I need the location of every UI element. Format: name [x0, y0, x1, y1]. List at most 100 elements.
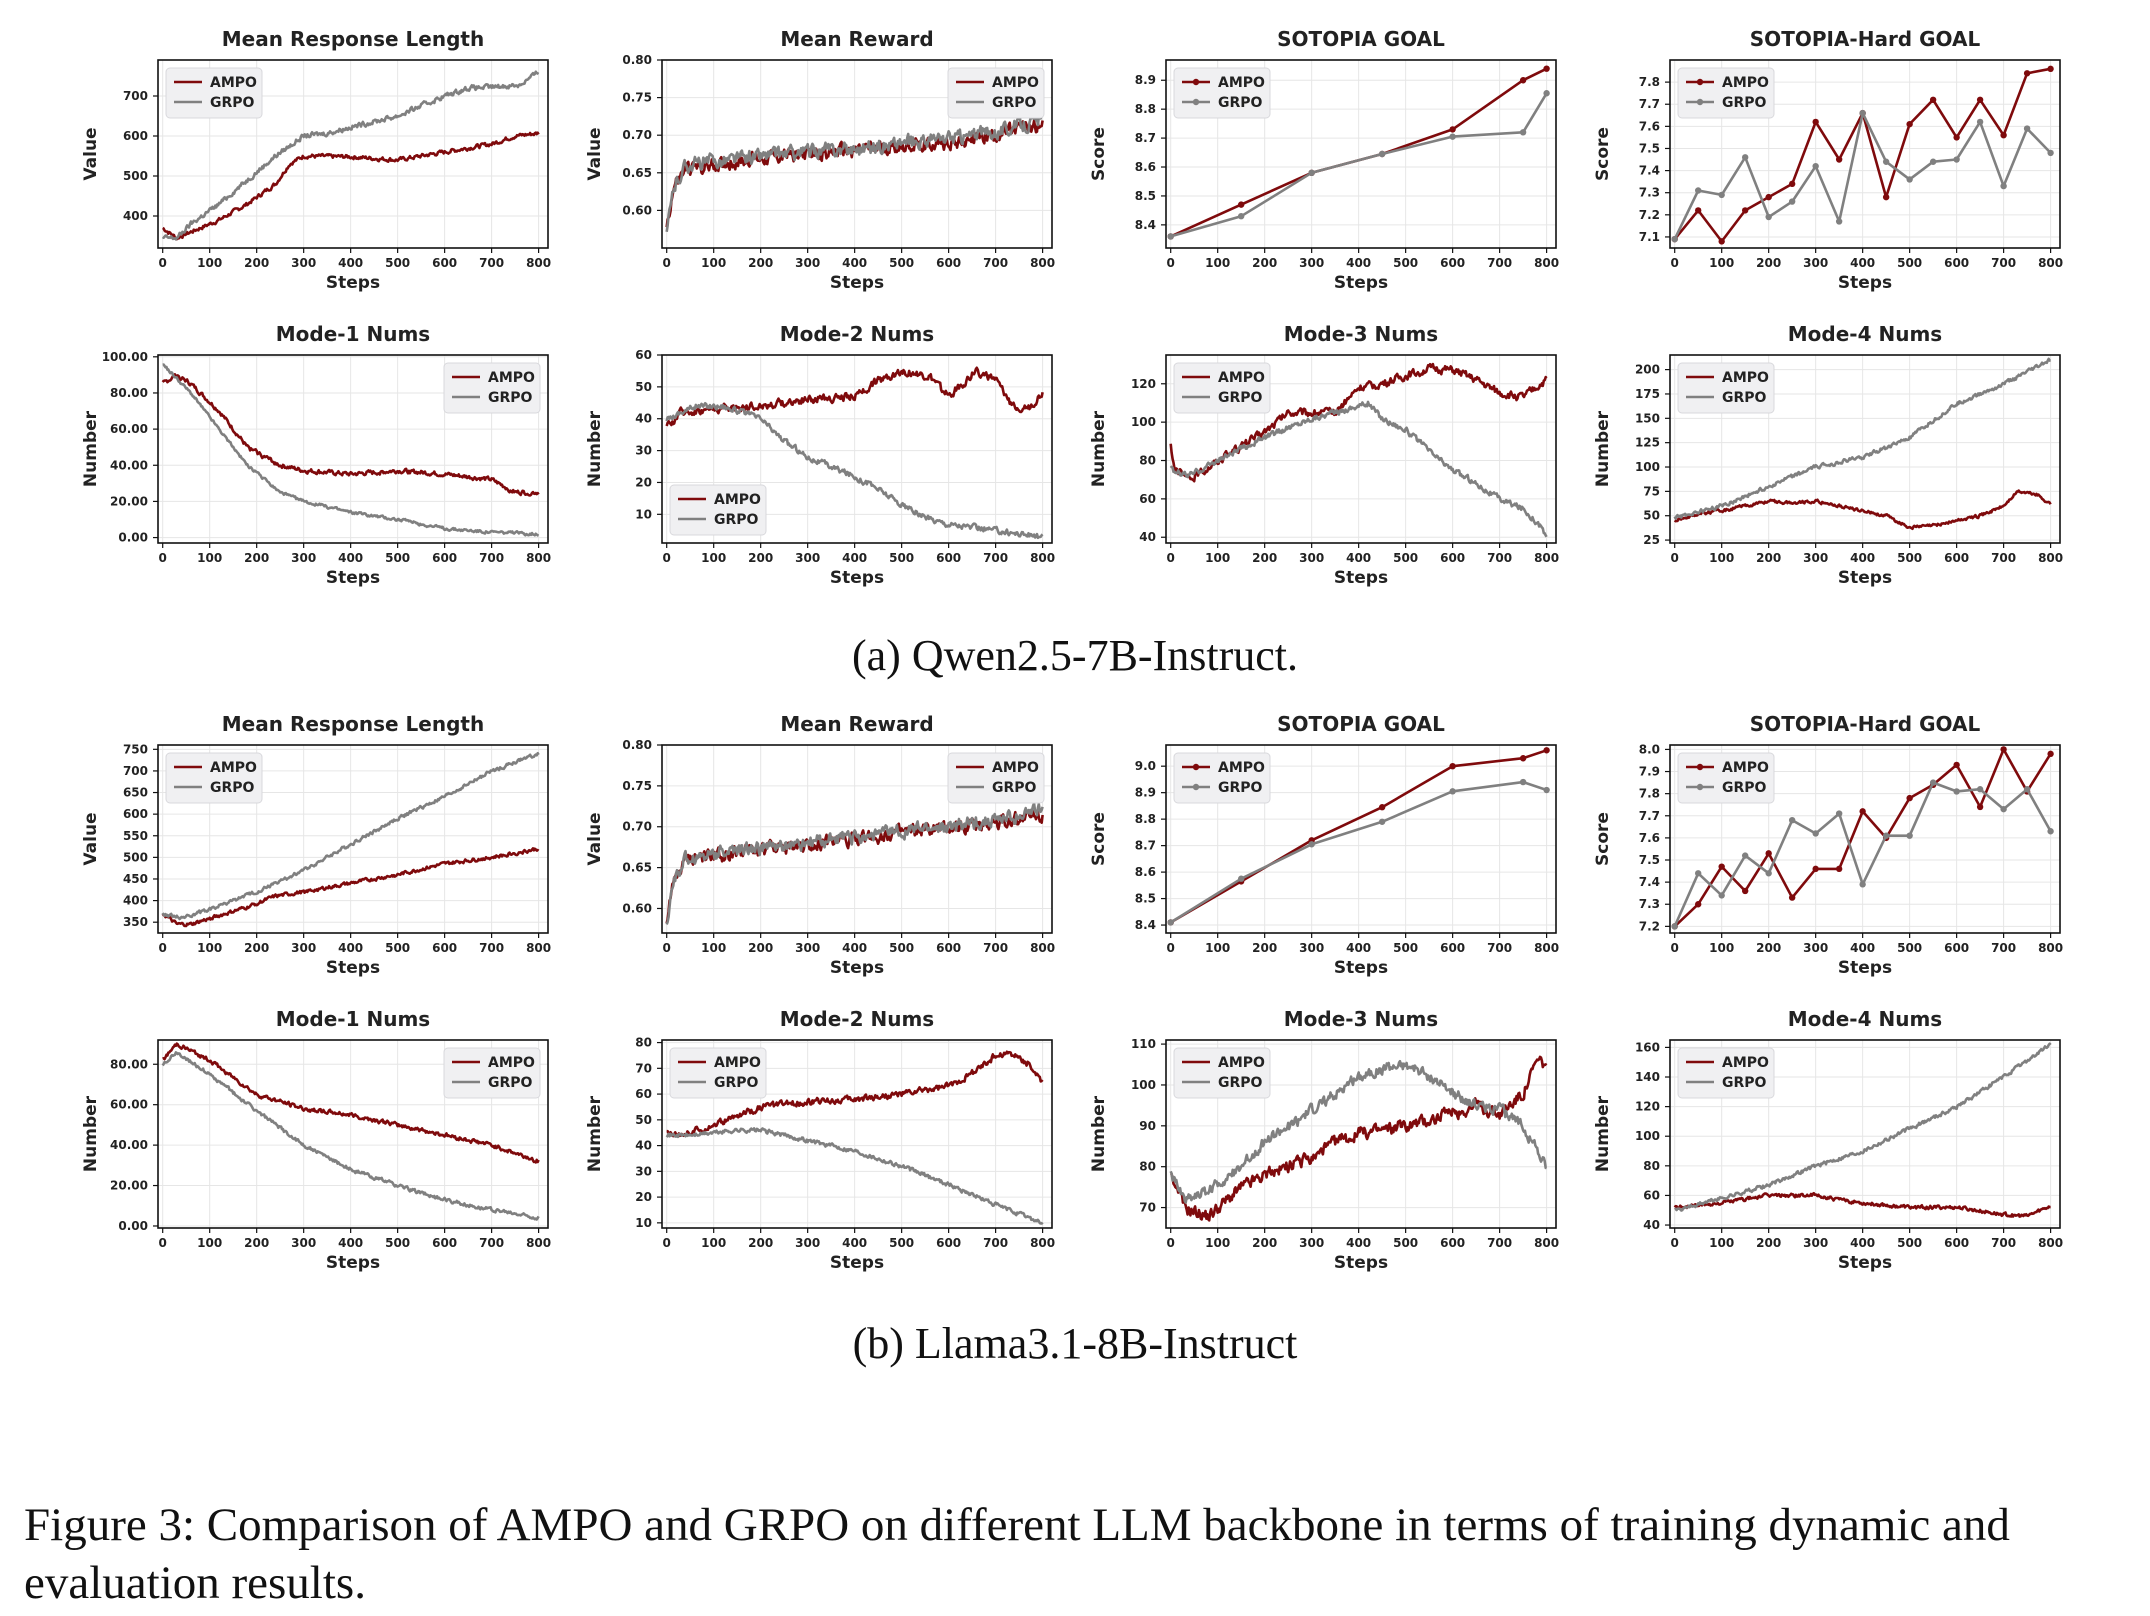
- data-point-grpo: [1741, 852, 1749, 859]
- y-tick-label: 7.2: [1639, 208, 1660, 222]
- data-point-ampo: [1976, 96, 1984, 104]
- x-tick-label: 500: [1897, 256, 1922, 270]
- x-tick-label: 600: [1440, 551, 1465, 565]
- x-tick-label: 700: [983, 1236, 1008, 1250]
- y-axis-label: Number: [1089, 1095, 1109, 1172]
- legend-label-grpo: GRPO: [714, 512, 759, 528]
- data-point-ampo: [1449, 126, 1456, 133]
- y-tick-label: 7.5: [1639, 141, 1660, 155]
- legend-marker-grpo: [1192, 783, 1200, 791]
- data-point-grpo: [2000, 182, 2007, 190]
- x-tick-label: 100: [1205, 1236, 1230, 1250]
- data-point-grpo: [1449, 788, 1456, 795]
- x-axis-label: Steps: [326, 958, 380, 978]
- y-tick-label: 60.00: [110, 422, 148, 436]
- data-point-grpo: [1765, 213, 1772, 221]
- data-point-grpo: [1308, 169, 1315, 176]
- data-point-grpo: [1788, 198, 1796, 205]
- x-tick-label: 500: [385, 551, 410, 565]
- x-tick-label: 0: [1671, 941, 1679, 955]
- y-tick-label: 8.9: [1135, 73, 1156, 87]
- y-axis-label: Score: [1593, 812, 1613, 866]
- y-tick-label: 450: [123, 872, 148, 886]
- x-tick-label: 600: [1944, 551, 1969, 565]
- chart-panel-a3: SOTOPIA GOAL 0 100 200 300 400 500 600 700 800 8.4…: [1089, 27, 1559, 293]
- y-tick-label: 30: [635, 1164, 652, 1178]
- x-tick-label: 400: [338, 551, 363, 565]
- subfigure-a-caption: (a) Qwen2.5-7B-Instruct.: [852, 631, 1298, 680]
- x-tick-label: 400: [1346, 1236, 1371, 1250]
- y-tick-label: 80: [1139, 454, 1156, 468]
- x-tick-label: 500: [385, 941, 410, 955]
- legend-box: [1677, 362, 1775, 414]
- x-tick-label: 100: [197, 551, 222, 565]
- y-tick-label: 80: [635, 1036, 652, 1050]
- y-tick-label: 100: [1635, 460, 1660, 474]
- data-point-grpo: [1167, 919, 1174, 926]
- x-tick-label: 500: [889, 1236, 914, 1250]
- y-axis-label: Score: [1089, 812, 1109, 866]
- x-tick-label: 500: [385, 1236, 410, 1250]
- chart-title: Mode-2 Nums: [780, 1007, 934, 1031]
- y-tick-label: 90: [1139, 1119, 1156, 1133]
- data-point-grpo: [1308, 841, 1315, 848]
- data-point-grpo: [1859, 109, 1866, 117]
- y-axis-label: Score: [1593, 127, 1613, 181]
- plot-frame: [661, 354, 1053, 544]
- x-axis-label: Steps: [830, 958, 884, 978]
- data-point-ampo: [1859, 808, 1866, 815]
- data-point-ampo: [1694, 207, 1702, 214]
- x-tick-label: 100: [701, 1236, 726, 1250]
- y-tick-label: 40: [635, 412, 652, 426]
- legend-box: [669, 484, 767, 536]
- x-tick-label: 100: [1709, 1236, 1734, 1250]
- figure-caption: Figure 3: Comparison of AMPO and GRPO on…: [24, 1499, 2010, 1609]
- chart-title: Mode-3 Nums: [1284, 322, 1438, 346]
- x-tick-label: 0: [159, 256, 167, 270]
- chart-title: Mode-4 Nums: [1788, 322, 1942, 346]
- legend-label-grpo: GRPO: [1218, 390, 1263, 406]
- x-tick-label: 800: [1030, 1236, 1055, 1250]
- y-tick-label: 60: [635, 348, 652, 362]
- data-point-ampo: [1953, 134, 1960, 141]
- legend-box: [165, 67, 263, 119]
- legend: AMPO GRPO: [443, 1047, 541, 1099]
- legend-box: [443, 1047, 541, 1099]
- legend-marker-grpo: [1696, 783, 1704, 791]
- x-tick-label: 400: [1850, 1236, 1875, 1250]
- x-axis-label: Steps: [326, 273, 380, 293]
- plot-frame: [661, 744, 1053, 934]
- chart-panel-a4: SOTOPIA-Hard GOAL 0 100 200 300 400 500 600 700 8…: [1593, 27, 2063, 293]
- data-point-grpo: [1859, 881, 1866, 888]
- x-tick-label: 500: [889, 551, 914, 565]
- legend: AMPO GRPO: [669, 1047, 767, 1099]
- y-tick-label: 75: [1643, 484, 1660, 498]
- x-tick-label: 600: [1944, 1236, 1969, 1250]
- y-tick-label: 25: [1643, 533, 1660, 547]
- x-tick-label: 700: [1991, 1236, 2016, 1250]
- y-tick-label: 500: [123, 169, 148, 183]
- data-point-grpo: [1671, 235, 1678, 243]
- x-tick-label: 400: [842, 551, 867, 565]
- data-point-grpo: [1882, 832, 1890, 839]
- x-tick-label: 300: [795, 1236, 820, 1250]
- y-axis-label: Number: [81, 410, 101, 487]
- x-tick-label: 400: [1346, 551, 1371, 565]
- x-tick-label: 700: [479, 1236, 504, 1250]
- y-tick-label: 8.8: [1135, 812, 1156, 826]
- x-tick-label: 700: [1487, 1236, 1512, 1250]
- legend-marker-ampo: [1192, 78, 1200, 86]
- x-tick-label: 700: [1991, 941, 2016, 955]
- legend-label-ampo: AMPO: [1722, 760, 1769, 776]
- data-point-grpo: [1906, 176, 1913, 183]
- x-tick-label: 300: [1803, 1236, 1828, 1250]
- x-tick-label: 200: [748, 256, 773, 270]
- data-point-ampo: [1812, 118, 1819, 126]
- series-line-ampo: [162, 1042, 540, 1164]
- y-tick-label: 0.60: [622, 203, 652, 217]
- y-tick-label: 8.4: [1135, 218, 1156, 232]
- y-tick-label: 700: [123, 764, 148, 778]
- data-point-grpo: [1976, 118, 1984, 126]
- y-tick-label: 100: [1131, 1078, 1156, 1092]
